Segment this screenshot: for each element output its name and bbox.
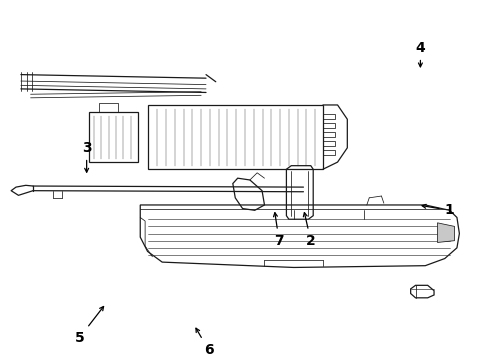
Text: 1: 1	[422, 203, 455, 217]
Bar	[323, 141, 335, 146]
Bar	[323, 150, 335, 155]
Text: 3: 3	[82, 141, 92, 172]
Bar	[323, 114, 335, 119]
Bar	[323, 132, 335, 137]
Text: 6: 6	[196, 328, 213, 357]
Text: 5: 5	[74, 306, 103, 345]
Text: 7: 7	[273, 213, 284, 248]
Polygon shape	[438, 223, 455, 243]
Bar	[323, 123, 335, 128]
Text: 2: 2	[303, 213, 316, 248]
Text: 4: 4	[416, 41, 425, 67]
